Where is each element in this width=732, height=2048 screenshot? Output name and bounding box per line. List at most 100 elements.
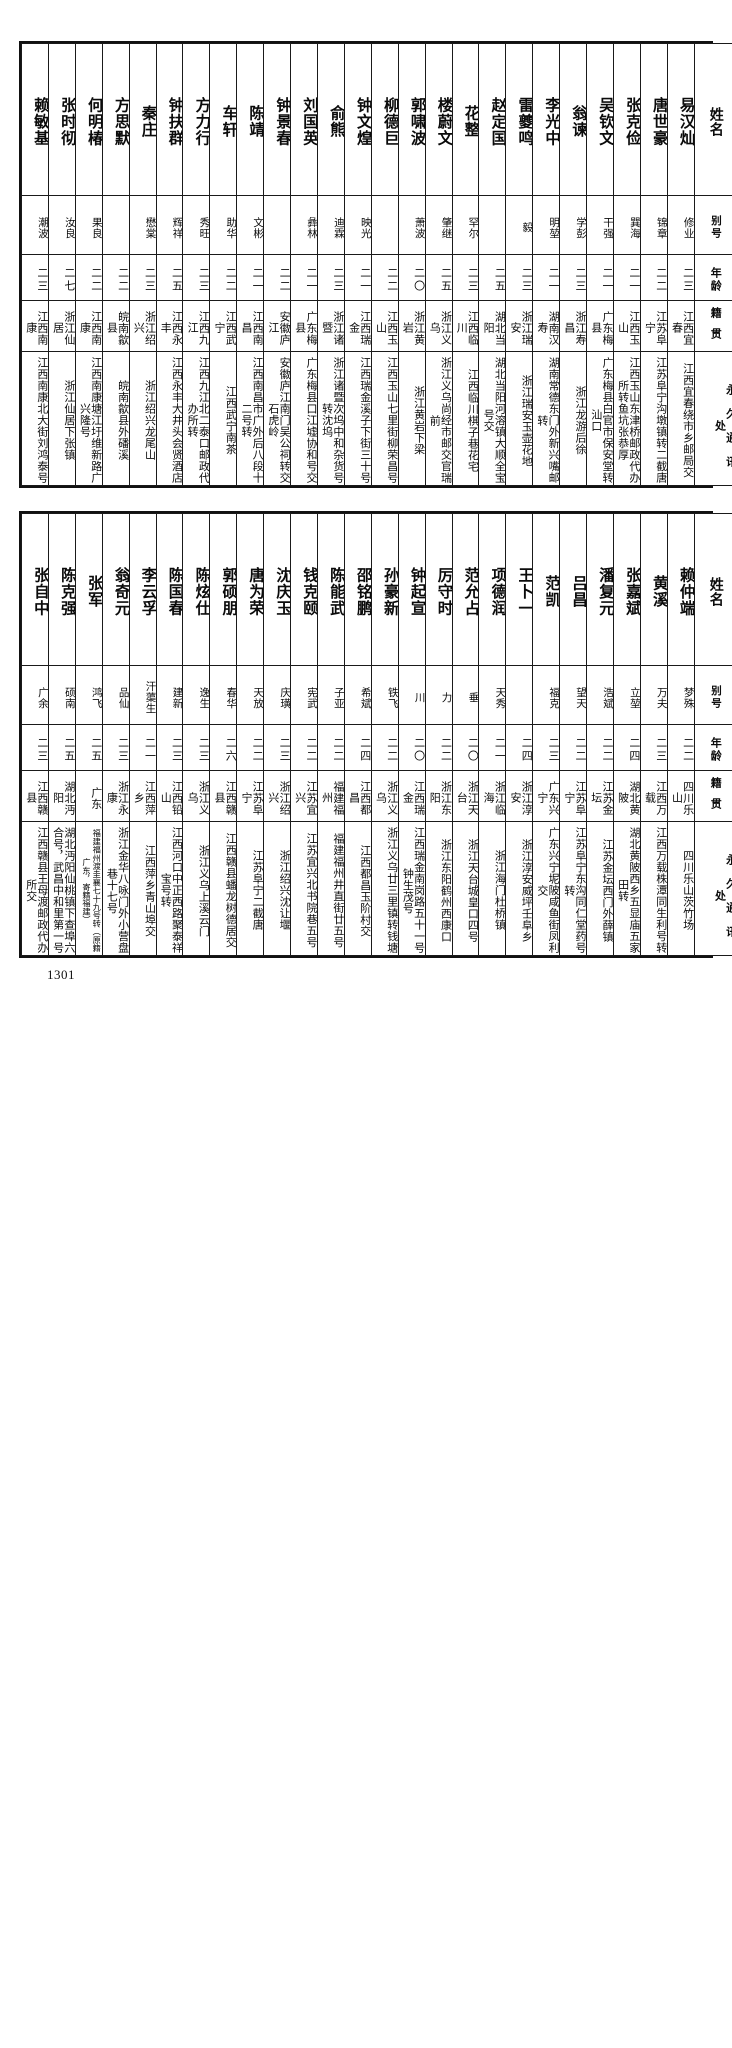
cell-native_place: 江西九江 [183,301,210,352]
cell-alias: 助华 [210,196,237,254]
age-text: 二五 [76,725,102,770]
column-header-label: 姓名 [695,44,732,195]
cell-alias: 毅 [506,196,533,254]
native_place-text: 江西玉山 [614,301,640,351]
cell-address: 江西赣县蟠龙树德居交 [210,822,237,956]
age-text: 二五 [479,255,505,300]
cell-alias: 映光 [344,196,371,254]
age-text: 二四 [345,725,371,770]
cell-address: 江苏阜宁沟墩镇转二截唐 [640,352,667,486]
native_place-text: 浙江义乌 [183,771,209,821]
address-text: 浙江龙游后徐 [560,352,586,485]
cell-name: 范允占 [452,514,479,666]
cell-name: 何明椿 [75,44,102,196]
address-text: 福建福州井直街廿五号 [318,822,344,955]
cell-age: 二三 [533,724,560,770]
cell-address: 福建福州渡圭襄七十九号转（原籍广东，寄籍福建） [75,822,102,956]
address-text: 江苏阜宁二截唐 [237,822,263,955]
cell-native_place: 江西南康 [75,301,102,352]
alias-text: 毅 [506,196,532,253]
cell-age: 二四 [344,724,371,770]
cell-native_place: 江西铅山 [156,771,183,822]
name-text: 钱克颐 [291,514,317,665]
column-header-label: 年龄 [695,255,732,300]
cell-alias: 希斌 [344,666,371,724]
alias-text [372,196,398,253]
cell-age: 二二 [264,254,291,300]
cell-age: 二七 [48,254,75,300]
cell-address: 江苏阜宁东沟同仁堂药号转 [560,822,587,956]
cell-age: 二二 [75,254,102,300]
name-text: 张自中 [22,514,48,665]
alias-text: 鸿飞 [76,666,102,723]
address-text: 浙江义乌尚经市邮交官瑞前 [426,352,452,485]
native_place-text: 江苏阜宁 [641,301,667,351]
cell-address: 江西武宁南茶 [210,352,237,486]
name-text: 项德润 [479,514,505,665]
cell-native_place: 江西赣县 [22,771,49,822]
cell-native_place: 浙江义乌 [371,771,398,822]
cell-native_place: 广东兴宁 [533,771,560,822]
cell-alias [506,666,533,724]
cell-address: 江西九江北二泰口邮政代办所转 [183,352,210,486]
cell-age: 二〇 [452,724,479,770]
column-header-address: 永久通讯处 [694,352,732,486]
name-text: 邵铭鹏 [345,514,371,665]
cell-native_place: 广东梅县 [587,301,614,352]
cell-native_place: 江苏阜宁 [237,771,264,822]
cell-native_place: 浙江永康 [102,771,129,822]
native_place-text: 江西宜春 [668,301,694,351]
cell-address: 浙江仙居下张镇 [48,352,75,486]
cell-age: 二一 [479,724,506,770]
alias-text: 广余 [22,666,48,723]
age-text: 二二 [426,725,452,770]
cell-name: 李云孚 [129,514,156,666]
cell-age: 二五 [156,254,183,300]
age-text: 二三 [668,255,694,300]
age-text: 二三 [506,255,532,300]
name-text: 陈能武 [318,514,344,665]
cell-address: 浙江义乌尚经市邮交官瑞前 [425,352,452,486]
cell-address: 浙江天台城皇口四号 [452,822,479,956]
address-text: 江西河口中正西路聚泰祥宝号转 [157,822,183,955]
roster-table-1: 赖敏基张时彻何明椿方思默秦庄钟扶群方力行车轩陈靖钟景春刘国英俞熊钟文煌柳德巨郭啸… [19,41,713,488]
age-text: 二四 [506,725,532,770]
age-text: 二二 [641,255,667,300]
cell-name: 陈靖 [237,44,264,196]
alias-text: 修业 [668,196,694,253]
age-text: 二三 [641,725,667,770]
cell-alias [479,196,506,254]
address-text: 安徽庐江南门吴公祠转交石虎岭 [264,352,290,485]
address-text: 江苏阜宁沟墩镇转二截唐 [641,352,667,485]
age-text: 二三 [103,725,129,770]
cell-age: 二三 [156,724,183,770]
alias-text: 锦章 [641,196,667,253]
address-text: 江西玉山东津桥邮政代办所转鱼坑张恭厚 [614,352,640,485]
cell-name: 张军 [75,514,102,666]
alias-text: 学彭 [560,196,586,253]
address-text: 江西南康塘江圩维新路广兴隆号 [76,352,102,485]
cell-alias [102,196,129,254]
column-header-label: 别号 [695,196,732,253]
cell-alias: 学彭 [560,196,587,254]
native_place-text: 广东兴宁 [533,771,559,821]
address-text: 浙江淳安威坪壬阜乡 [506,822,532,955]
address-text: 江西赣县王母渡邮政代办所交 [22,822,48,955]
alias-text: 明堃 [533,196,559,253]
age-text: 二二 [103,255,129,300]
address-text: 浙江天台城皇口四号 [453,822,479,955]
cell-alias: 鸿飞 [75,666,102,724]
age-text: 二〇 [399,255,425,300]
alias-text: 子亚 [318,666,344,723]
alias-text: 映光 [345,196,371,253]
cell-alias: 福克 [533,666,560,724]
cell-name: 钟起宣 [398,514,425,666]
cell-name: 郭硕朋 [210,514,237,666]
age-text: 二一 [237,255,263,300]
cell-address: 江西瑞金溪子下街三十号 [344,352,371,486]
name-text: 李云孚 [130,514,156,665]
age-text: 二三 [183,255,209,300]
cell-native_place: 浙江黄岩 [398,301,425,352]
native_place-text: 江西九江 [183,301,209,351]
name-text: 秦庄 [130,44,156,195]
